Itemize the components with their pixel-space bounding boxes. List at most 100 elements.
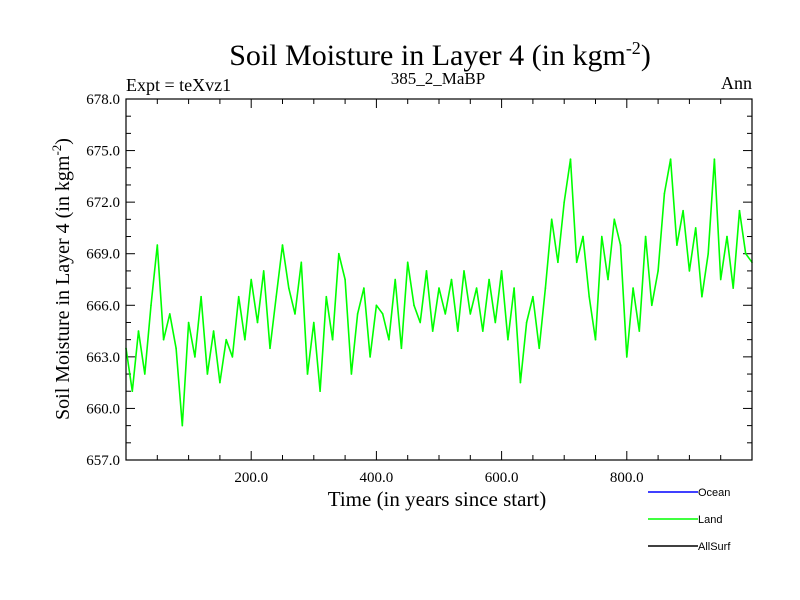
data-point-land (488, 278, 490, 281)
data-point-land (394, 278, 397, 281)
data-point-land (194, 356, 196, 358)
data-point-land (738, 209, 741, 212)
data-point-land (400, 347, 403, 350)
data-point-land (369, 356, 371, 358)
y-tick-label: 678.0 (86, 92, 120, 108)
data-point-land (269, 347, 271, 350)
data-point-land (181, 424, 184, 427)
data-point-land (601, 235, 603, 238)
legend-item-land: Land (648, 514, 722, 526)
data-point-land (494, 321, 497, 324)
ylabel-close: ) (52, 138, 74, 145)
data-point-land (375, 304, 378, 307)
data-point-land (532, 295, 534, 298)
svg-text:Soil Moisture in Layer 4 (in k: Soil Moisture in Layer 4 (in kgm-2) (49, 138, 74, 420)
data-point-land (463, 270, 465, 272)
legend-label: AllSurf (698, 541, 731, 553)
data-point-land (200, 295, 202, 298)
data-point-land (557, 261, 559, 264)
data-point-land (431, 330, 434, 332)
data-point-land (212, 330, 215, 332)
data-point-land (713, 158, 716, 160)
data-point-land (594, 338, 597, 341)
data-point-land (244, 338, 246, 341)
data-point-land (482, 330, 484, 332)
data-point-land (413, 304, 415, 307)
data-point-land (626, 356, 628, 358)
data-point-land (694, 227, 697, 229)
y-axis-label: Soil Moisture in Layer 4 (in kgm-2) (49, 138, 74, 420)
data-point-land (231, 356, 234, 358)
data-point-land (582, 235, 584, 238)
data-point-land (726, 235, 728, 238)
y-tick-label: 663.0 (86, 350, 120, 366)
data-point-land (363, 287, 365, 289)
data-point-land (500, 270, 503, 272)
svg-text:Soil Moisture in Layer 4 (in k: Soil Moisture in Layer 4 (in kgm-2) (229, 38, 651, 72)
data-point-land (406, 261, 409, 264)
data-point-land (644, 235, 647, 238)
data-point-land (187, 321, 190, 324)
data-point-land (613, 218, 616, 221)
data-point-land (469, 313, 472, 315)
data-point-land (651, 304, 653, 307)
data-point-land (219, 381, 221, 384)
data-point-land (457, 330, 459, 332)
data-point-land (131, 390, 134, 393)
data-point-land (544, 287, 547, 289)
legend-item-ocean: Ocean (648, 487, 730, 499)
data-point-land (306, 373, 309, 375)
data-point-land (275, 295, 278, 298)
chart-title: Soil Moisture in Layer 4 (in kgm-2) (229, 38, 651, 72)
data-point-land (444, 313, 447, 315)
data-point-land (688, 270, 691, 272)
data-point-land (175, 347, 177, 350)
data-point-land (344, 278, 346, 281)
data-point-land (169, 313, 171, 315)
data-point-land (425, 270, 428, 272)
title-main: Soil Moisture in Layer 4 (in kgm (229, 39, 626, 72)
data-point-land (350, 373, 353, 375)
data-point-land (162, 338, 165, 341)
data-point-land (256, 321, 259, 324)
x-tick-label: 400.0 (360, 470, 394, 486)
data-point-land (475, 287, 478, 289)
data-point-land (338, 252, 340, 255)
data-point-land (381, 313, 384, 315)
tick-layer: 657.0 660.0 663.0 666.0 669.0 672.0 675.0 678.0… (86, 92, 752, 486)
data-point-land (550, 218, 553, 221)
data-point-land (657, 270, 659, 272)
x-tick-label: 200.0 (234, 470, 268, 486)
series-layer (125, 158, 753, 427)
title-superscript: -2 (626, 38, 641, 58)
data-point-land (450, 278, 453, 281)
data-point-land (237, 295, 240, 298)
data-point-land (250, 278, 252, 281)
data-point-land (313, 321, 315, 324)
x-tick-label: 600.0 (485, 470, 519, 486)
data-point-land (325, 295, 328, 298)
data-point-land (707, 252, 709, 255)
data-point-land (719, 278, 722, 281)
ylabel-main: Soil Moisture in Layer 4 (in kgm (52, 155, 74, 420)
plot-frame (125, 98, 753, 461)
data-point-land (144, 373, 146, 375)
data-point-land (588, 295, 590, 298)
data-point-land (281, 244, 284, 246)
title-close: ) (641, 39, 651, 72)
data-point-land (663, 192, 666, 195)
legend-label: Land (698, 514, 722, 526)
legend-item-allsurf: AllSurf (648, 541, 731, 553)
data-point-land (732, 287, 734, 289)
data-point-land (294, 313, 296, 315)
data-point-land (331, 338, 334, 341)
x-axis-label: Time (in years since start) (328, 487, 547, 511)
season-label: Ann (721, 73, 752, 93)
legend-label: Ocean (698, 487, 730, 499)
data-point-land (525, 321, 528, 324)
y-tick-label: 657.0 (86, 453, 120, 469)
y-tick-label: 660.0 (86, 401, 120, 417)
data-point-land (419, 321, 422, 324)
data-point-land (676, 244, 678, 246)
